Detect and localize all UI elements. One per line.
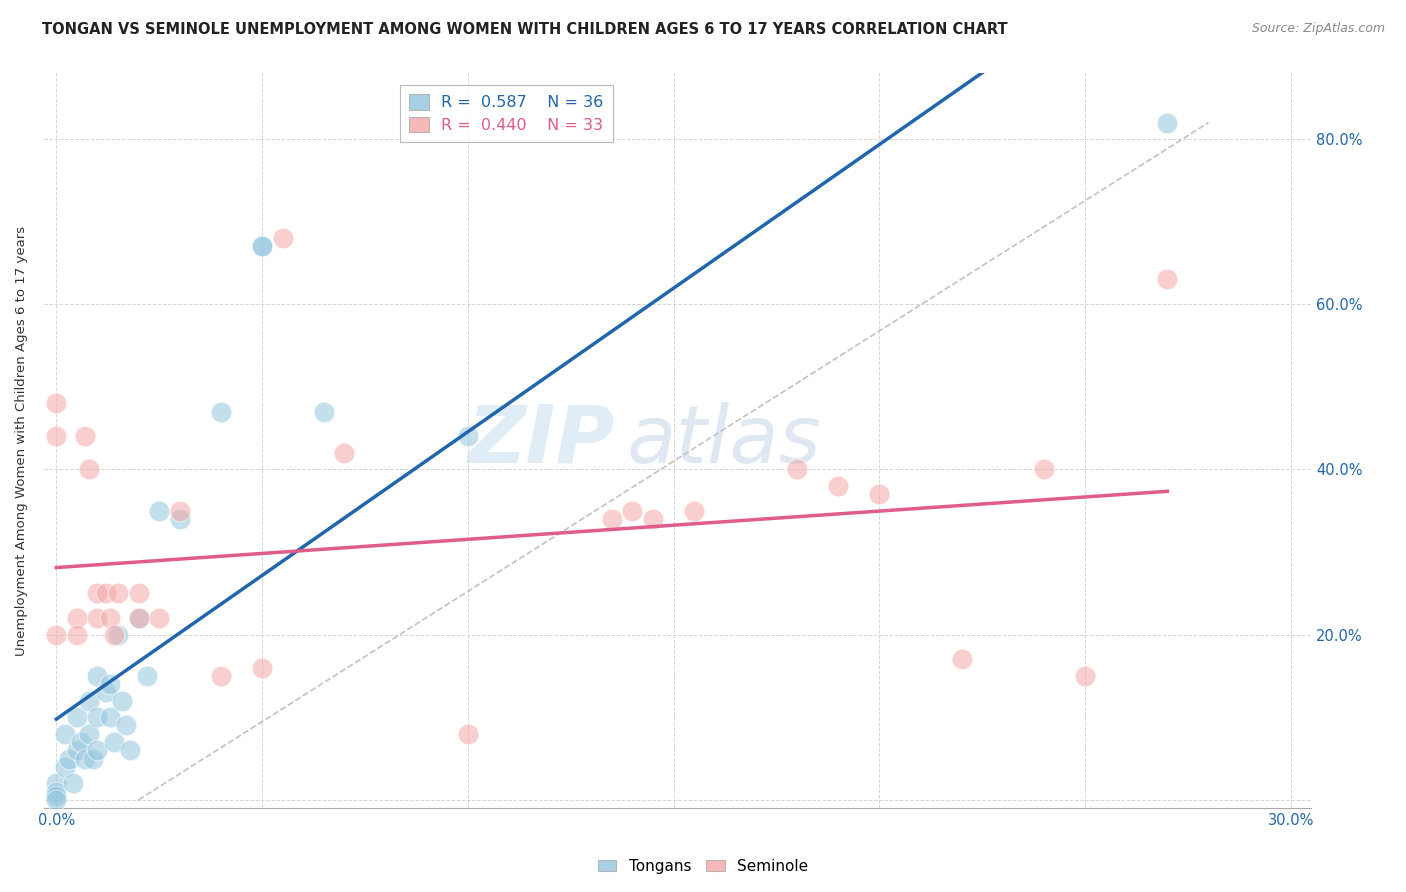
Point bbox=[45, 429, 67, 443]
Point bbox=[45, 793, 67, 807]
Point bbox=[209, 404, 232, 418]
Text: TONGAN VS SEMINOLE UNEMPLOYMENT AMONG WOMEN WITH CHILDREN AGES 6 TO 17 YEARS COR: TONGAN VS SEMINOLE UNEMPLOYMENT AMONG WO… bbox=[42, 22, 1008, 37]
Point bbox=[86, 669, 108, 683]
Point bbox=[98, 710, 121, 724]
Point bbox=[120, 743, 142, 757]
Point bbox=[107, 627, 129, 641]
Point bbox=[250, 661, 273, 675]
Point bbox=[45, 627, 67, 641]
Point bbox=[457, 727, 479, 741]
Point bbox=[66, 627, 89, 641]
Point bbox=[82, 751, 104, 765]
Legend: R =  0.587    N = 36, R =  0.440    N = 33: R = 0.587 N = 36, R = 0.440 N = 33 bbox=[399, 85, 613, 143]
Point bbox=[1156, 115, 1178, 129]
Point bbox=[250, 239, 273, 253]
Point bbox=[169, 504, 191, 518]
Point bbox=[250, 239, 273, 253]
Point bbox=[135, 669, 157, 683]
Point bbox=[1074, 669, 1097, 683]
Point bbox=[1156, 272, 1178, 286]
Point bbox=[98, 677, 121, 691]
Point bbox=[77, 727, 100, 741]
Point bbox=[66, 710, 89, 724]
Point bbox=[98, 611, 121, 625]
Point bbox=[86, 710, 108, 724]
Text: Source: ZipAtlas.com: Source: ZipAtlas.com bbox=[1251, 22, 1385, 36]
Point bbox=[45, 396, 67, 410]
Point bbox=[128, 611, 150, 625]
Point bbox=[868, 487, 890, 501]
Point bbox=[169, 512, 191, 526]
Point bbox=[75, 751, 97, 765]
Point bbox=[66, 743, 89, 757]
Point bbox=[271, 231, 294, 245]
Point bbox=[77, 694, 100, 708]
Point bbox=[600, 512, 623, 526]
Point bbox=[53, 760, 76, 774]
Point bbox=[86, 743, 108, 757]
Point bbox=[950, 652, 973, 666]
Point bbox=[457, 429, 479, 443]
Point bbox=[103, 627, 125, 641]
Point bbox=[58, 751, 80, 765]
Point bbox=[94, 685, 117, 699]
Point bbox=[103, 735, 125, 749]
Text: atlas: atlas bbox=[627, 401, 821, 480]
Legend: Tongans, Seminole: Tongans, Seminole bbox=[592, 853, 814, 880]
Point bbox=[86, 611, 108, 625]
Y-axis label: Unemployment Among Women with Children Ages 6 to 17 years: Unemployment Among Women with Children A… bbox=[15, 226, 28, 656]
Point bbox=[786, 462, 808, 476]
Point bbox=[209, 669, 232, 683]
Point bbox=[53, 727, 76, 741]
Point bbox=[128, 586, 150, 600]
Point bbox=[66, 611, 89, 625]
Point bbox=[70, 735, 93, 749]
Point bbox=[45, 784, 67, 798]
Point bbox=[75, 429, 97, 443]
Text: ZIP: ZIP bbox=[467, 401, 614, 480]
Point bbox=[641, 512, 664, 526]
Point bbox=[1032, 462, 1054, 476]
Point bbox=[148, 611, 170, 625]
Point bbox=[45, 789, 67, 803]
Point bbox=[621, 504, 644, 518]
Point bbox=[107, 586, 129, 600]
Point bbox=[312, 404, 335, 418]
Point bbox=[333, 446, 356, 460]
Point bbox=[86, 586, 108, 600]
Point bbox=[115, 718, 138, 732]
Point bbox=[111, 694, 134, 708]
Point bbox=[62, 776, 84, 790]
Point bbox=[45, 776, 67, 790]
Point bbox=[128, 611, 150, 625]
Point bbox=[683, 504, 706, 518]
Point bbox=[77, 462, 100, 476]
Point bbox=[827, 479, 849, 493]
Point bbox=[148, 504, 170, 518]
Point bbox=[94, 586, 117, 600]
